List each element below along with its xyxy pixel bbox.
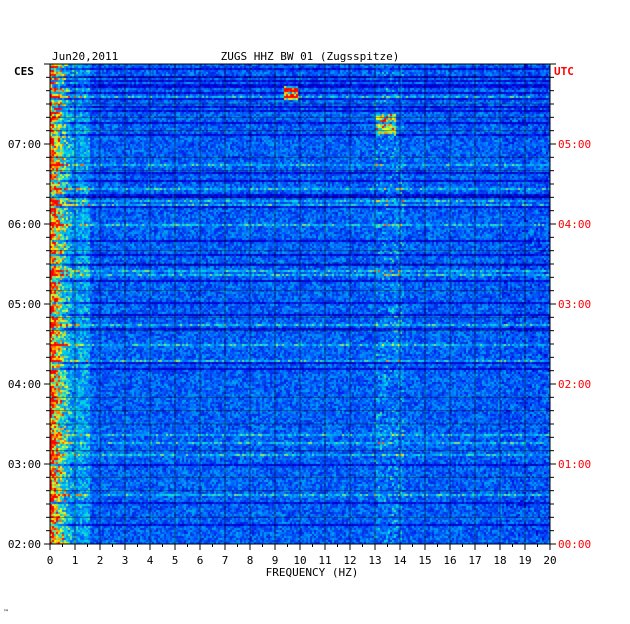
x-axis-ticks: 0 1 2 3 4 5 6 7 8 9 10 11 12 13 14 15 16 17 18 19 20 [47,544,557,567]
frequency-gridlines [74,64,526,544]
chart-date: Jun20,2011 [52,50,118,63]
x-tick-label: 3 [122,554,129,567]
spectrogram-image [50,64,550,544]
x-tick-label: 6 [197,554,204,567]
corner-mark: ™ [3,609,9,616]
right-time-label: 03:00 [558,298,591,311]
x-tick-label: 14 [393,554,407,567]
left-time-axis: 02:00 03:00 04:00 05:00 06:00 07:00 [8,63,50,551]
x-tick-label: 15 [418,554,431,567]
x-tick-label: 17 [468,554,481,567]
left-time-label: 02:00 [8,538,41,551]
left-time-label: 03:00 [8,458,41,471]
x-tick-label: 12 [343,554,356,567]
spectrogram-plot [49,63,551,545]
x-tick-label: 5 [172,554,179,567]
time-gridlines [50,76,550,518]
x-axis-label: FREQUENCY (HZ) [266,566,359,579]
left-axis-label: CES [14,65,34,78]
left-time-label: 05:00 [8,298,41,311]
x-tick-label: 20 [543,554,556,567]
x-tick-label: 9 [272,554,279,567]
x-tick-label: 10 [293,554,306,567]
right-time-label: 04:00 [558,218,591,231]
right-time-label: 00:00 [558,538,591,551]
right-time-label: 02:00 [558,378,591,391]
right-time-label: 05:00 [558,138,591,151]
x-tick-label: 11 [318,554,331,567]
x-tick-label: 4 [147,554,154,567]
left-time-label: 07:00 [8,138,41,151]
right-time-axis: 00:00 01:00 02:00 03:00 04:00 05:00 [550,63,591,551]
x-tick-label: 13 [368,554,381,567]
left-time-label: 04:00 [8,378,41,391]
chart-title: ZUGS HHZ BW 01 (Zugsspitze) [221,50,400,63]
x-tick-label: 8 [247,554,254,567]
x-tick-label: 2 [97,554,104,567]
x-tick-label: 0 [47,554,54,567]
right-time-label: 01:00 [558,458,591,471]
x-tick-label: 1 [72,554,79,567]
right-axis-label: UTC [554,65,574,78]
x-tick-label: 7 [222,554,229,567]
left-time-label: 06:00 [8,218,41,231]
x-tick-label: 19 [518,554,531,567]
x-tick-label: 18 [493,554,506,567]
x-tick-label: 16 [443,554,456,567]
